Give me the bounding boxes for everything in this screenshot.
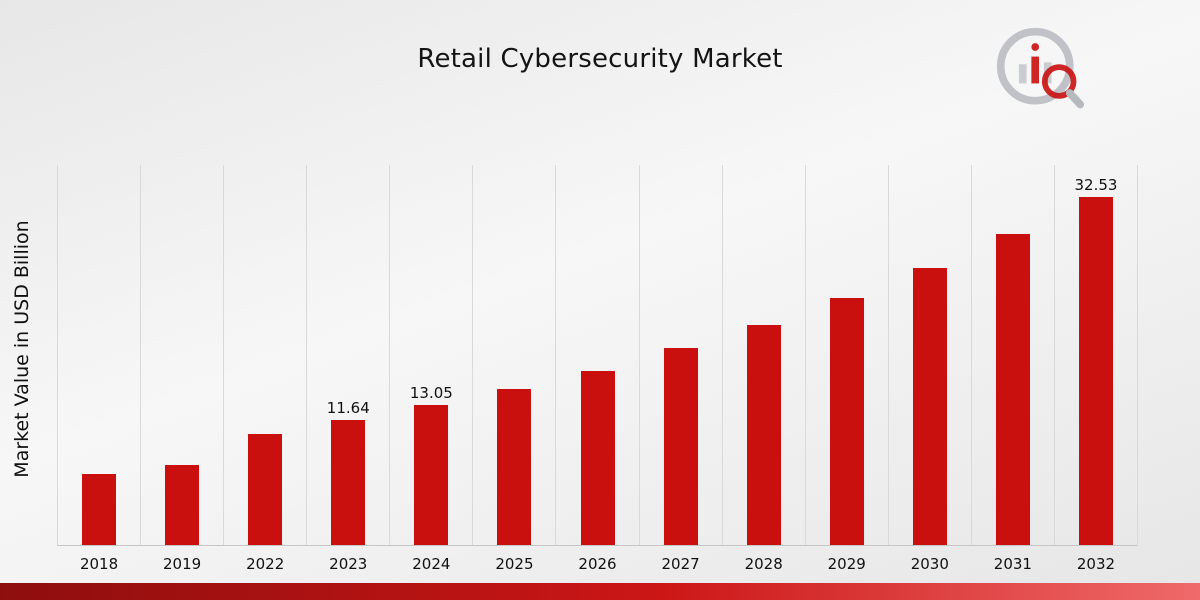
bar-2029 <box>829 297 864 545</box>
bar-2032: 32.53 <box>1074 176 1117 545</box>
chart-column: 2025 <box>472 165 555 573</box>
bar-2022 <box>248 433 283 545</box>
x-tick-label: 2029 <box>827 555 866 573</box>
bar-2018 <box>82 474 117 545</box>
bar-2030 <box>912 267 947 545</box>
x-tick-label: 2025 <box>495 555 534 573</box>
chart-column: 13.05 2024 <box>389 165 472 573</box>
x-tick-label: 2030 <box>910 555 949 573</box>
bar-2031 <box>995 233 1030 545</box>
x-tick-label: 2031 <box>993 555 1032 573</box>
x-tick-label: 2024 <box>412 555 451 573</box>
bar-2026 <box>580 370 615 545</box>
bar-2019 <box>165 464 200 545</box>
bar-2023: 11.64 <box>327 399 370 545</box>
chart-column: 2026 <box>555 165 638 573</box>
x-tick-label: 2032 <box>1076 555 1116 573</box>
chart-column: 2028 <box>721 165 805 573</box>
chart-column: 2018 <box>57 165 140 573</box>
chart-column: 2019 <box>140 165 223 573</box>
x-tick-label: 2027 <box>661 555 700 573</box>
bar-2028 <box>746 324 781 545</box>
market-research-logo-icon <box>992 24 1088 116</box>
chart-title: Retail Cybersecurity Market <box>417 44 783 74</box>
chart-column: 2027 <box>638 165 722 573</box>
chart-column: 2029 <box>804 165 888 573</box>
plot-area: 2018 2019 2022 11.64 2023 13.05 2024 2025 2026 20… <box>57 165 1138 573</box>
bar-value-label: 32.53 <box>1074 175 1118 194</box>
y-axis-label: Market Value in USD Billion <box>11 220 33 478</box>
chart-column: 11.64 2023 <box>306 165 389 573</box>
logo-graphic-icon <box>996 27 1085 109</box>
chart-column: 2031 <box>970 165 1054 573</box>
x-tick-label: 2019 <box>163 555 202 573</box>
bar-value-label: 11.64 <box>326 399 370 418</box>
bar-2027 <box>663 348 698 545</box>
chart-column: 32.53 2032 <box>1053 165 1137 573</box>
x-tick-label: 2022 <box>246 555 285 573</box>
chart-column: 2030 <box>887 165 971 573</box>
x-tick-label: 2018 <box>79 555 119 573</box>
x-tick-label: 2028 <box>744 555 783 573</box>
x-tick-label: 2026 <box>578 555 617 573</box>
footer-band <box>0 583 1200 600</box>
bar-2024: 13.05 <box>410 384 453 545</box>
x-tick-label: 2023 <box>329 555 368 573</box>
bar-2025 <box>497 388 532 545</box>
bar-value-label: 13.05 <box>409 384 453 403</box>
chart-column: 2022 <box>223 165 306 573</box>
